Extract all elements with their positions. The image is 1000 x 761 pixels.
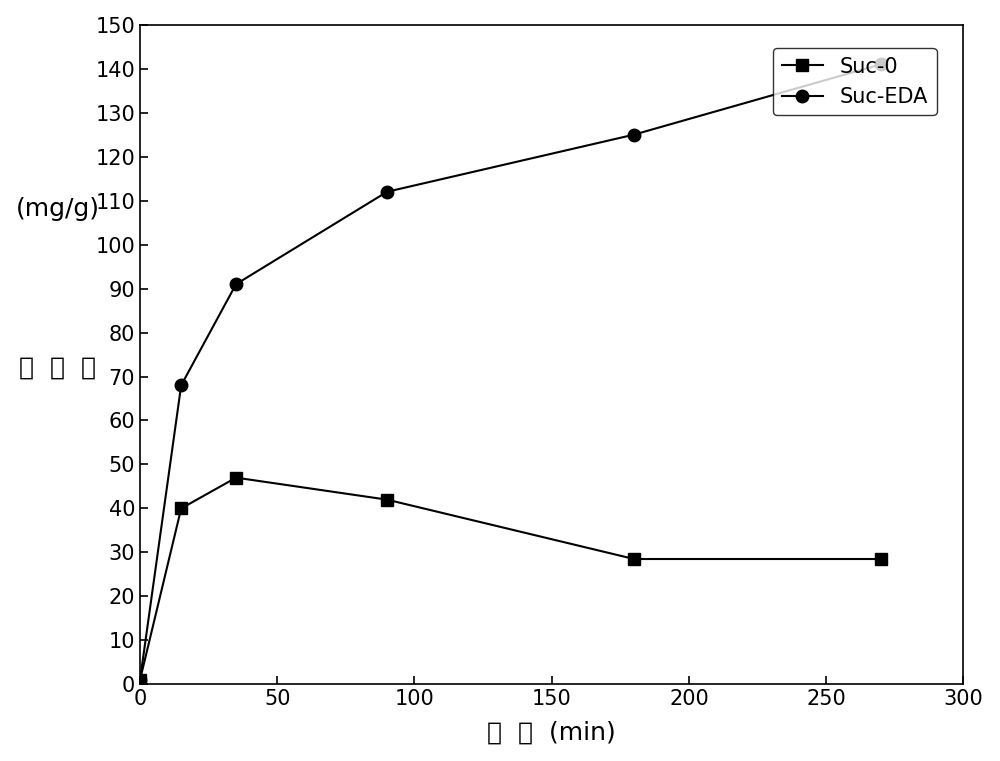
Suc-EDA	[175, 380, 187, 390]
Line: Suc-EDA: Suc-EDA	[134, 58, 887, 686]
Suc-EDA	[230, 279, 242, 288]
Suc-0	[628, 555, 640, 564]
Suc-0	[134, 676, 146, 685]
Text: (mg/g): (mg/g)	[16, 197, 100, 221]
Suc-0	[230, 473, 242, 482]
Suc-EDA	[875, 59, 887, 68]
X-axis label: 时  间  (min): 时 间 (min)	[487, 721, 616, 744]
Suc-0	[175, 504, 187, 513]
Suc-EDA	[381, 187, 393, 196]
Text: 吸  附  量: 吸 附 量	[19, 355, 96, 380]
Suc-EDA	[134, 676, 146, 685]
Line: Suc-0: Suc-0	[134, 471, 887, 686]
Legend: Suc-0, Suc-EDA: Suc-0, Suc-EDA	[773, 48, 937, 116]
Suc-0	[875, 555, 887, 564]
Suc-0	[381, 495, 393, 505]
Suc-EDA	[628, 130, 640, 139]
